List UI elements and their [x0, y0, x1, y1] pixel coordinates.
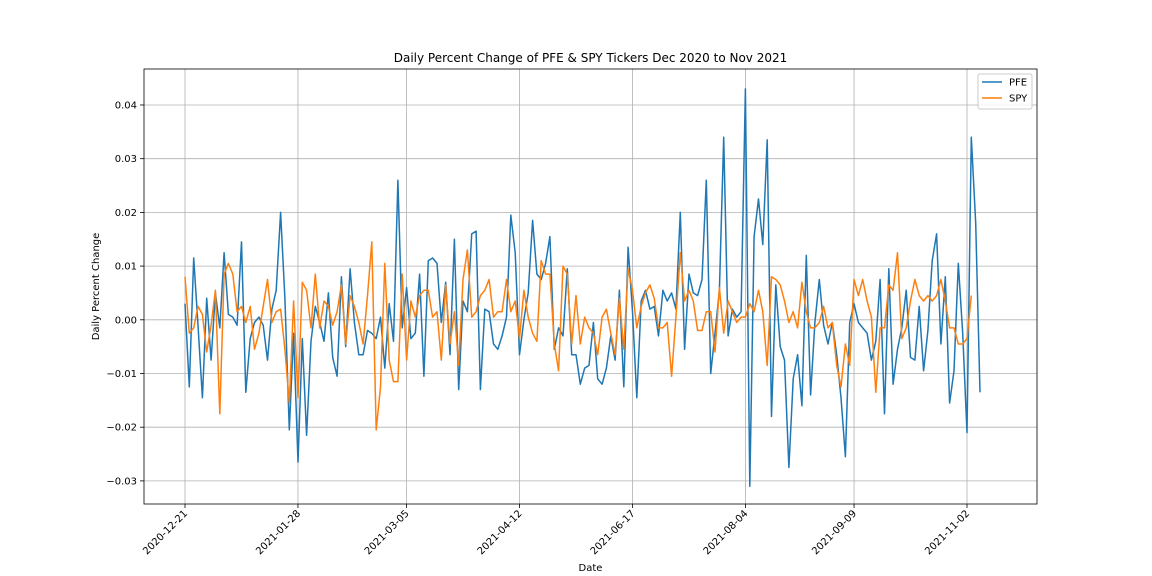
x-tick-label: 2021-03-05 — [363, 508, 412, 557]
y-tick-label: −0.02 — [106, 423, 137, 434]
plot-area-frame — [143, 68, 1038, 505]
y-tick-label: −0.03 — [106, 476, 137, 487]
grid-lines — [144, 69, 1037, 504]
series-lines — [184, 88, 981, 488]
y-tick-label: 0.00 — [115, 315, 137, 326]
y-tick-label: 0.04 — [115, 100, 137, 111]
series-line-spy — [184, 241, 973, 431]
y-tick-label: 0.03 — [115, 154, 137, 165]
legend: PFE SPY — [977, 73, 1033, 110]
legend-label-spy: SPY — [1009, 94, 1028, 105]
y-tick-label: −0.01 — [106, 369, 137, 380]
y-tick-label: 0.02 — [115, 208, 137, 219]
x-tick-label: 2021-04-12 — [476, 508, 525, 557]
x-tick-label: 2021-11-02 — [923, 508, 972, 557]
x-tick-label: 2020-12-21 — [141, 508, 190, 557]
series-line-pfe — [184, 88, 981, 488]
y-axis-label: Daily Percent Change — [91, 233, 102, 341]
chart-title: Daily Percent Change of PFE & SPY Ticker… — [394, 51, 788, 65]
legend-label-pfe: PFE — [1009, 78, 1027, 89]
x-tick-label: 2021-01-28 — [254, 508, 303, 557]
x-axis-label: Date — [579, 563, 603, 574]
x-tick-label: 2021-06-17 — [589, 508, 638, 557]
y-tick-label: 0.01 — [115, 262, 137, 273]
x-tick-label: 2021-08-04 — [702, 508, 751, 557]
x-tick-label: 2021-09-09 — [810, 508, 859, 557]
axis-ticks: −0.03 −0.02 −0.01 0.00 0.01 0.02 0.03 0.04 2020-… — [106, 100, 972, 557]
